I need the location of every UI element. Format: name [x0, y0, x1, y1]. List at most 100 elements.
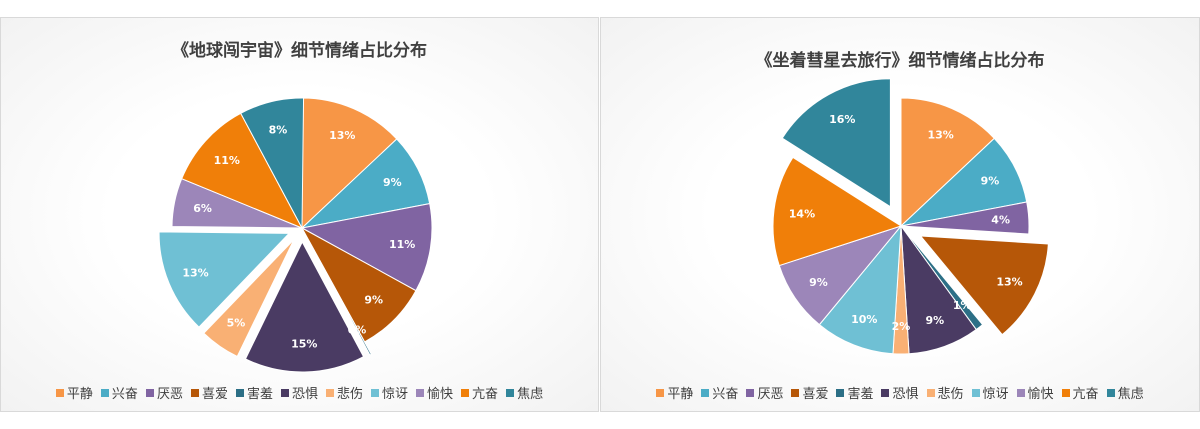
legend-item-2: 兴奋 [100, 383, 138, 402]
pie-slice-3 [300, 203, 433, 292]
pie-chart: 13% 9% 4% 13% 1% 9% 2% 10% 9% 14% 16% [772, 78, 1049, 355]
legend-item-1: 平静 [656, 383, 693, 402]
pie-slice-4 [919, 235, 1049, 336]
pie-slice-10 [772, 156, 903, 267]
pie-slice-5 [308, 240, 372, 356]
legend-swatch [235, 388, 244, 397]
legend-label: 焦虑 [517, 387, 544, 402]
legend-swatch [100, 388, 109, 397]
legend-item-4: 喜爱 [190, 383, 228, 402]
slice-label-3: 4% [991, 214, 1010, 227]
legend-swatch [836, 388, 845, 397]
legend-label: 惊讶 [982, 387, 1009, 402]
pie-slice-3 [900, 201, 1030, 235]
slice-label-2: 9% [383, 176, 402, 189]
legend-item-8: 惊讶 [971, 383, 1009, 402]
legend-label: 悲伤 [337, 387, 364, 402]
legend-item-3: 厌恶 [746, 383, 783, 402]
legend-label: 害羞 [246, 387, 273, 402]
legend-item-4: 喜爱 [791, 383, 828, 402]
chart-title: 《坐着彗星去旅行》细节情绪占比分布 [755, 51, 1045, 71]
legend-label: 亢奋 [1072, 387, 1099, 402]
pie-slice-7 [203, 239, 295, 358]
slice-label-3: 11% [389, 238, 415, 251]
legend-item-5: 害羞 [235, 383, 273, 402]
legend-label: 喜爱 [201, 387, 228, 402]
pie-slice-10 [181, 112, 304, 229]
slice-label-10: 11% [214, 154, 240, 167]
slice-label-8: 10% [851, 313, 877, 326]
legend-label: 恐惧 [291, 387, 318, 402]
legend-swatch [791, 388, 800, 397]
legend-swatch [1016, 388, 1025, 397]
legend: 平静 兴奋 厌恶 喜爱 害羞 恐惧 悲伤 惊讶 愉快 亢奋 焦虑 [601, 383, 1199, 402]
legend-label: 厌恶 [156, 387, 183, 402]
legend-label: 愉快 [427, 387, 454, 402]
legend-label: 焦虑 [1117, 387, 1144, 402]
legend-item-6: 恐惧 [280, 383, 318, 402]
pie-slice-11 [781, 78, 891, 208]
slice-label-8: 13% [182, 267, 208, 280]
slice-label-4: 9% [364, 294, 383, 307]
legend-swatch [371, 388, 380, 397]
slice-label-6: 15% [291, 337, 317, 350]
slice-label-5: 1% [953, 299, 972, 312]
legend-swatch [145, 388, 154, 397]
slice-label-7: 5% [227, 317, 246, 330]
legend-label: 悲伤 [937, 387, 964, 402]
pie-slice-1 [301, 97, 398, 230]
legend-item-3: 厌恶 [145, 383, 183, 402]
chart-panel-1: 《地球闯宇宙》细节情绪占比分布 13% 9% 11% 9% 0% 15% 5% 13% 6% 11… [0, 17, 599, 412]
legend-swatch [881, 388, 890, 397]
legend-swatch [506, 388, 515, 397]
legend-label: 兴奋 [111, 387, 138, 402]
legend: 平静 兴奋 厌恶 喜爱 害羞 恐惧 悲伤 惊讶 愉快 亢奋 焦虑 [1, 383, 598, 402]
legend-swatch [701, 388, 710, 397]
pie-slice-11 [240, 97, 305, 229]
chart-title: 《地球闯宇宙》细节情绪占比分布 [172, 41, 427, 61]
legend-item-11: 焦虑 [506, 383, 543, 402]
chart-panel-2: 《坐着彗星去旅行》细节情绪占比分布 13% 9% 4% 13% 1% 9% 2% 10% 9% 1… [600, 17, 1200, 412]
legend-swatch [416, 388, 425, 397]
legend-label: 惊讶 [382, 387, 409, 402]
legend-label: 亢奋 [472, 387, 499, 402]
slice-label-10: 14% [789, 207, 815, 220]
legend-item-5: 害羞 [836, 383, 873, 402]
legend-swatch [1106, 388, 1115, 397]
slice-label-4: 13% [996, 275, 1022, 288]
legend-swatch [1061, 388, 1070, 397]
legend-label: 平静 [667, 387, 694, 402]
pie-slice-6 [244, 240, 365, 373]
legend-swatch [190, 388, 199, 397]
legend-label: 愉快 [1027, 387, 1054, 402]
legend-item-10: 亢奋 [1061, 383, 1099, 402]
slice-label-7: 2% [892, 320, 911, 333]
legend-item-7: 悲伤 [326, 383, 363, 402]
legend-label: 害羞 [847, 387, 874, 402]
legend-item-6: 恐惧 [881, 383, 919, 402]
legend-swatch [326, 388, 334, 397]
legend-item-10: 亢奋 [461, 383, 498, 402]
legend-label: 平静 [66, 387, 93, 402]
legend-item-9: 愉快 [1016, 383, 1054, 402]
slice-label-5: 0% [348, 323, 367, 336]
slice-label-1: 13% [927, 128, 953, 141]
legend-item-8: 惊讶 [371, 383, 408, 402]
legend-swatch [461, 388, 470, 397]
legend-item-9: 愉快 [416, 383, 453, 402]
legend-item-2: 兴奋 [701, 383, 738, 402]
slice-label-6: 9% [925, 314, 944, 327]
slice-label-9: 9% [809, 276, 828, 289]
slice-label-9: 6% [193, 202, 212, 215]
slice-label-11: 8% [269, 123, 288, 136]
pie-slice-8 [158, 231, 291, 328]
slice-label-2: 9% [981, 175, 1000, 188]
legend-item-11: 焦虑 [1106, 383, 1144, 402]
legend-label: 恐惧 [892, 387, 919, 402]
pie-slice-1 [900, 97, 996, 228]
legend-item-7: 悲伤 [926, 383, 964, 402]
legend-swatch [55, 388, 64, 397]
legend-swatch [656, 388, 665, 397]
legend-swatch [746, 388, 755, 397]
legend-label: 厌恶 [757, 387, 784, 402]
